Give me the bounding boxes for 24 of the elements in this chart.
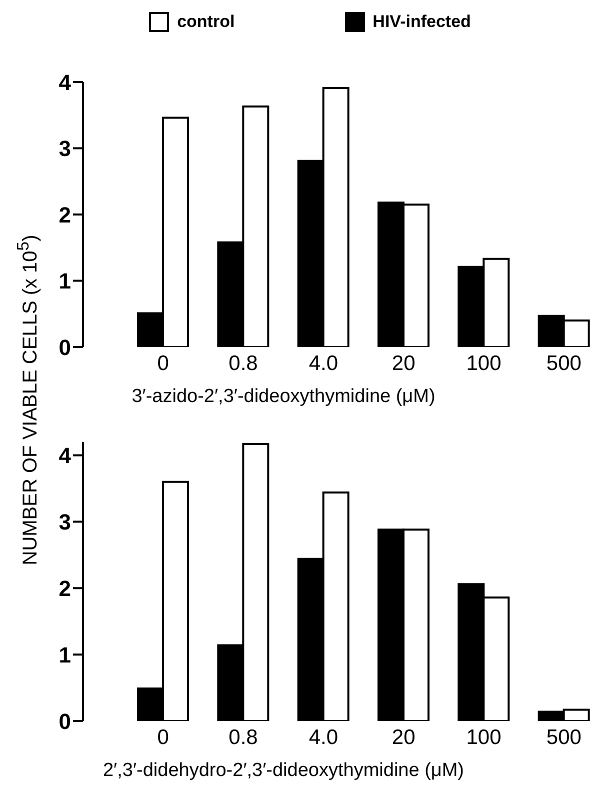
y-tick-label: 1 [58, 642, 71, 668]
y-tick-label: 1 [58, 268, 71, 294]
x-tick-label: 0.8 [228, 726, 258, 749]
x-tick-label: 20 [392, 726, 416, 749]
x-axis-title: 2′,3′-didehydro-2′,3′-dideoxythymidine (μM) [102, 760, 464, 781]
x-tick-label: 500 [546, 352, 582, 375]
x-tick-label: 500 [546, 726, 582, 749]
y-tick-label: 3 [58, 136, 71, 162]
x-tick-label: 0 [157, 726, 169, 749]
legend-label: HIV-infected [372, 12, 471, 32]
x-tick-label: 0.8 [228, 352, 258, 375]
x-tick-label: 100 [466, 352, 502, 375]
x-tick-label: 20 [392, 352, 416, 375]
x-axis-title: 3′-azido-2′,3′-dideoxythymidine (μM) [132, 386, 436, 407]
x-tick-label: 4.0 [308, 726, 338, 749]
y-tick-label: 2 [58, 202, 71, 228]
legend-label: control [177, 12, 235, 32]
y-tick-label: 4 [58, 443, 72, 468]
y-tick-label: 2 [58, 576, 71, 601]
x-tick-label: 4.0 [308, 352, 338, 375]
x-tick-label: 0 [157, 352, 169, 375]
y-tick-label: 4 [58, 70, 72, 95]
x-tick-label: 100 [466, 726, 502, 749]
y-tick-label: 3 [58, 510, 71, 535]
